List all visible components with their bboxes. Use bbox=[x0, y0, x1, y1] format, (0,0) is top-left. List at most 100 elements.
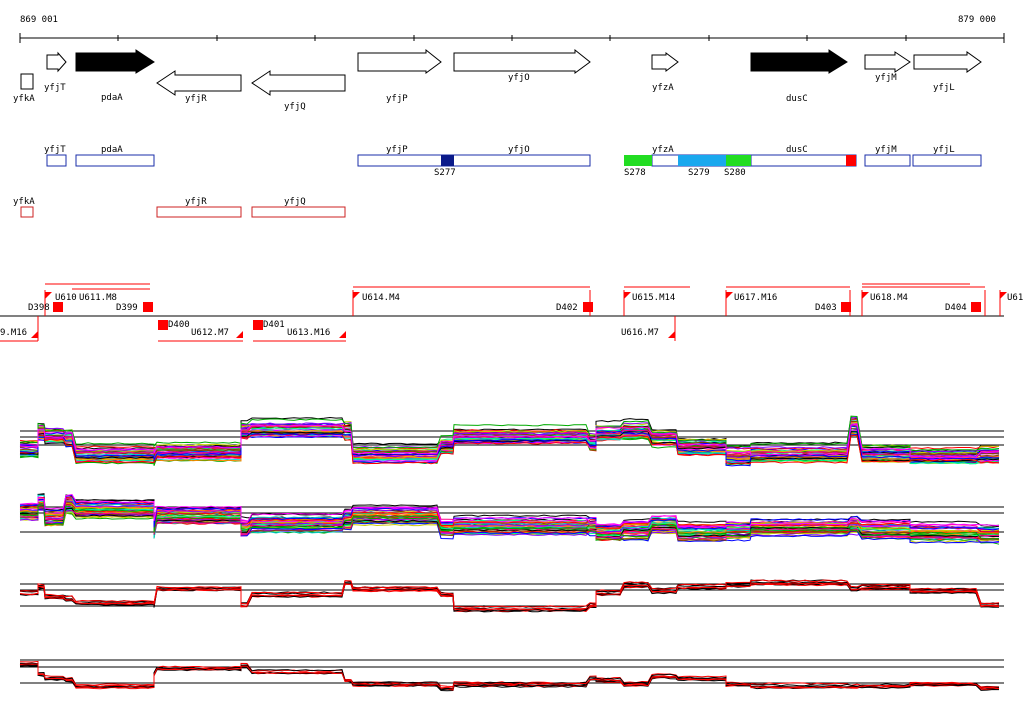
gene-label: yfkA bbox=[13, 94, 35, 104]
gene-labels: yfkA yfjT pdaA yfjR yfjQ yfjP yfjO yfzA … bbox=[13, 73, 955, 112]
operon-label: yfkA bbox=[13, 197, 35, 207]
segment-marker-d404[interactable] bbox=[971, 302, 981, 312]
operon-yfjL[interactable] bbox=[912, 154, 982, 167]
gene-label: yfjT bbox=[44, 83, 66, 93]
operon-bottom-labels: yfkA yfjR yfjQ bbox=[13, 197, 306, 207]
segment-label: D401 bbox=[263, 320, 285, 330]
gene-yfjO[interactable] bbox=[453, 48, 591, 74]
segment-label: 9.M16 bbox=[0, 328, 27, 338]
expression-panel-4 bbox=[19, 659, 1004, 692]
expression-panel-3 bbox=[19, 579, 1004, 613]
operon-yfjT[interactable] bbox=[46, 154, 67, 167]
segment-label: U618.M4 bbox=[870, 293, 908, 303]
operon-label: pdaA bbox=[101, 145, 123, 155]
expression-trace bbox=[19, 430, 1000, 464]
expression-panel-2 bbox=[19, 493, 1004, 545]
expression-trace bbox=[19, 415, 1000, 452]
operon-yfkA[interactable] bbox=[20, 206, 34, 218]
site-s279-marker[interactable] bbox=[678, 155, 726, 166]
site-label: S280 bbox=[724, 168, 746, 178]
operon-track-top bbox=[46, 154, 982, 167]
gene-label: yfjQ bbox=[284, 102, 306, 112]
gene-dusC[interactable] bbox=[750, 49, 848, 74]
expression-trace bbox=[19, 663, 1000, 689]
operon-label: yfjT bbox=[44, 145, 66, 155]
expression-trace bbox=[19, 423, 1000, 459]
gene-yfjT[interactable] bbox=[46, 51, 67, 73]
gene-yfjQ[interactable] bbox=[251, 70, 346, 96]
ruler-end-label: 879 000 bbox=[958, 15, 996, 25]
site-label: S277 bbox=[434, 168, 456, 178]
segment-marker-d400[interactable] bbox=[158, 320, 168, 330]
gene-yfjP[interactable] bbox=[357, 48, 442, 74]
operon-label: yfjP bbox=[386, 145, 408, 155]
site-s280-marker[interactable] bbox=[726, 155, 751, 166]
segment-label: D399 bbox=[116, 303, 138, 313]
operon-yfjQ[interactable] bbox=[251, 206, 346, 218]
operon-yfjM[interactable] bbox=[864, 154, 911, 167]
gene-label: yfjP bbox=[386, 94, 408, 104]
gene-track bbox=[20, 48, 982, 96]
gene-pdaA[interactable] bbox=[75, 49, 155, 74]
operon-label: yfjR bbox=[185, 197, 207, 207]
segment-marker-d399[interactable] bbox=[143, 302, 153, 312]
operon-top-labels: yfjT pdaA yfjP yfjO yfzA dusC yfjM yfjL bbox=[44, 145, 955, 155]
segment-marker-d402[interactable] bbox=[583, 302, 593, 312]
site-labels: S277 S278 S279 S280 bbox=[434, 168, 746, 178]
operon-track-bottom bbox=[20, 206, 346, 218]
operon-label: dusC bbox=[786, 145, 808, 155]
expression-trace bbox=[19, 425, 1000, 462]
segment-marker-d398[interactable] bbox=[53, 302, 63, 312]
operon-yfjP-yfjO[interactable] bbox=[357, 154, 591, 167]
segment-label: U61 bbox=[1007, 293, 1023, 303]
expression-trace bbox=[19, 503, 1000, 541]
segment-label: U610 bbox=[55, 293, 77, 303]
gene-yfkA[interactable] bbox=[20, 73, 34, 90]
site-s278-marker[interactable] bbox=[624, 155, 652, 166]
operon-label: yfzA bbox=[652, 145, 674, 155]
gene-label: dusC bbox=[786, 94, 808, 104]
expression-trace bbox=[19, 433, 1000, 465]
sites-markers bbox=[441, 155, 856, 166]
segment-label: U611.M8 bbox=[79, 293, 117, 303]
segment-label: U615.M14 bbox=[632, 293, 675, 303]
expression-trace bbox=[19, 582, 1000, 611]
operon-label: yfjQ bbox=[284, 197, 306, 207]
gene-label: yfjM bbox=[875, 73, 897, 83]
segment-label: D403 bbox=[815, 303, 837, 313]
gene-label: pdaA bbox=[101, 93, 123, 103]
ruler-axis bbox=[19, 33, 1005, 43]
gene-yfzA[interactable] bbox=[651, 52, 679, 72]
dusC-end-marker bbox=[846, 155, 856, 166]
segment-label: U614.M4 bbox=[362, 293, 400, 303]
expression-trace bbox=[19, 662, 1000, 689]
expression-trace bbox=[19, 581, 1000, 611]
expression-panel-1 bbox=[19, 415, 1004, 467]
expression-trace bbox=[19, 504, 1000, 540]
gene-label: yfzA bbox=[652, 83, 674, 93]
operon-dusC[interactable] bbox=[750, 154, 857, 167]
expression-trace bbox=[19, 504, 1000, 538]
gene-label: yfjL bbox=[933, 83, 955, 93]
expression-trace bbox=[19, 503, 1000, 540]
expression-trace bbox=[19, 506, 1000, 544]
site-s277-marker[interactable] bbox=[441, 155, 454, 166]
segment-label: D402 bbox=[556, 303, 578, 313]
segment-marker-d403[interactable] bbox=[841, 302, 851, 312]
segment-label: D398 bbox=[28, 303, 50, 313]
expression-trace bbox=[19, 579, 1000, 608]
segment-track: D398 U610 U611.M8 D399 U614.M4 D402 U615… bbox=[0, 283, 1023, 342]
segment-marker-d401[interactable] bbox=[253, 320, 263, 330]
gene-yfjR[interactable] bbox=[156, 70, 242, 96]
expression-trace bbox=[19, 493, 1000, 529]
expression-trace bbox=[19, 421, 1000, 455]
gene-yfjM[interactable] bbox=[864, 51, 911, 73]
segment-label: D404 bbox=[945, 303, 967, 313]
operon-yfjR[interactable] bbox=[156, 206, 242, 218]
operon-pdaA[interactable] bbox=[75, 154, 155, 167]
segment-label: U617.M16 bbox=[734, 293, 777, 303]
segment-label: D400 bbox=[168, 320, 190, 330]
expression-trace bbox=[19, 496, 1000, 533]
gene-yfjL[interactable] bbox=[913, 51, 982, 73]
